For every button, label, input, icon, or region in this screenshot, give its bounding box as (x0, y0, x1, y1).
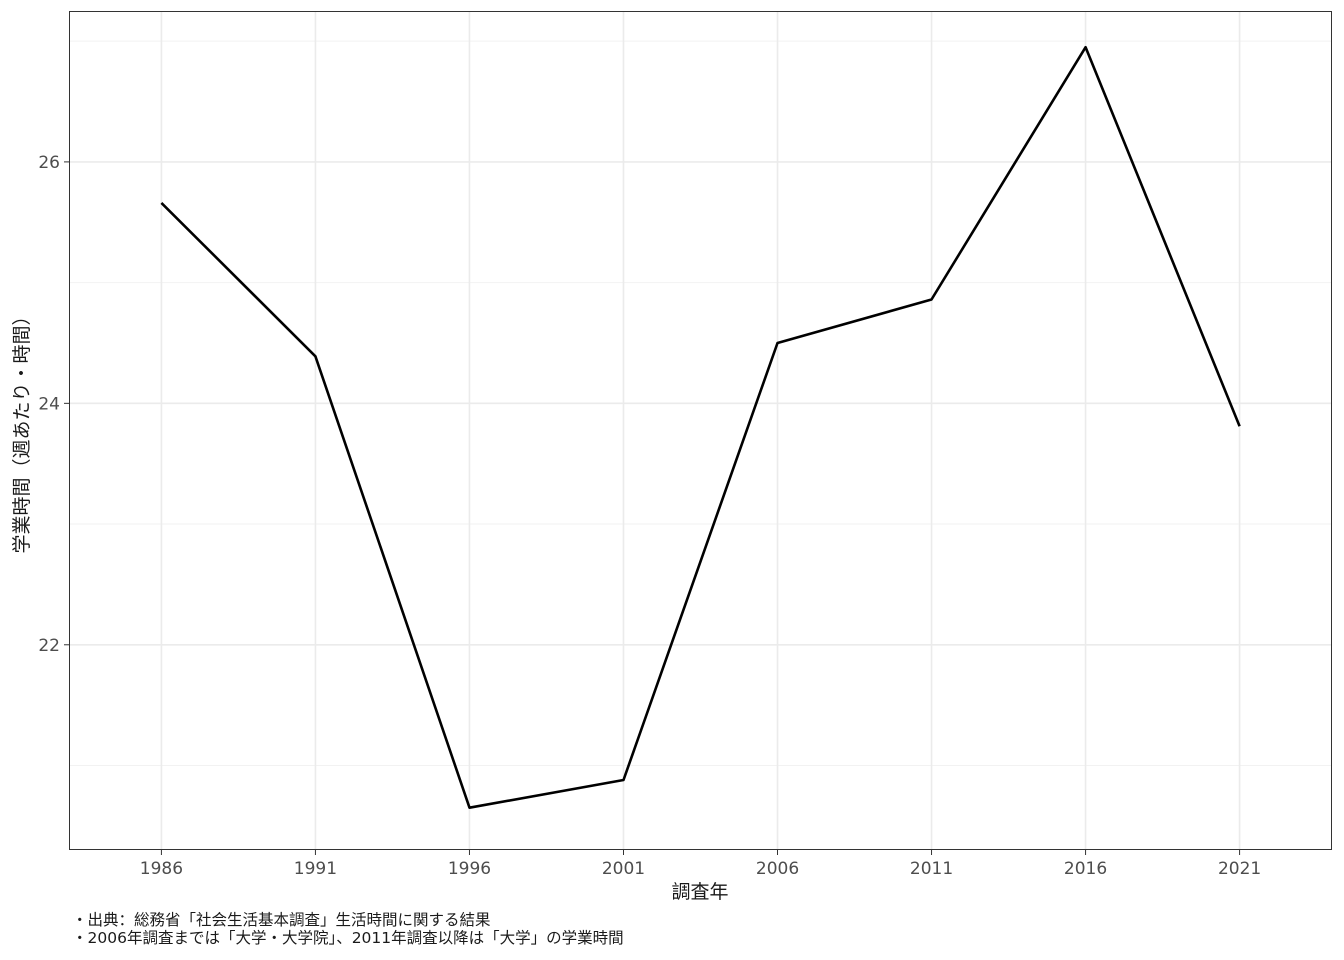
x-tick-label: 2021 (1218, 859, 1261, 879)
axis-tick-labels: 22 24 26 1986 1991 1996 2001 2006 2011 2016 2021 (38, 153, 1261, 879)
plot-background (69, 11, 1332, 850)
caption-source: ・出典：総務省「社会生活基本調査」生活時間に関する結果 (72, 911, 491, 929)
x-tick-label: 1986 (140, 859, 183, 879)
x-tick-label: 2001 (602, 859, 645, 879)
x-tick-label: 2006 (756, 859, 799, 879)
x-axis-title: 調査年 (671, 881, 728, 903)
x-tick-label: 2011 (910, 859, 953, 879)
x-tick-label: 1996 (448, 859, 491, 879)
y-axis-title: 学業時間（週あたり・時間） (11, 306, 33, 553)
grid-minor (69, 40, 1332, 766)
axis-ticks (64, 161, 1241, 855)
x-tick-label: 1991 (294, 859, 337, 879)
caption-note: ・2006年調査までは「大学・大学院」、2011年調査以降は「大学」の学業時間 (72, 929, 624, 947)
series-layer (160, 45, 1241, 810)
x-tick-label: 2016 (1064, 859, 1107, 879)
grid-major (69, 11, 1332, 850)
series-line (160, 45, 1241, 810)
plot-panel-border (69, 11, 1332, 850)
y-tick-label: 24 (38, 394, 60, 414)
y-tick-label: 26 (38, 153, 60, 173)
y-tick-label: 22 (38, 636, 60, 656)
